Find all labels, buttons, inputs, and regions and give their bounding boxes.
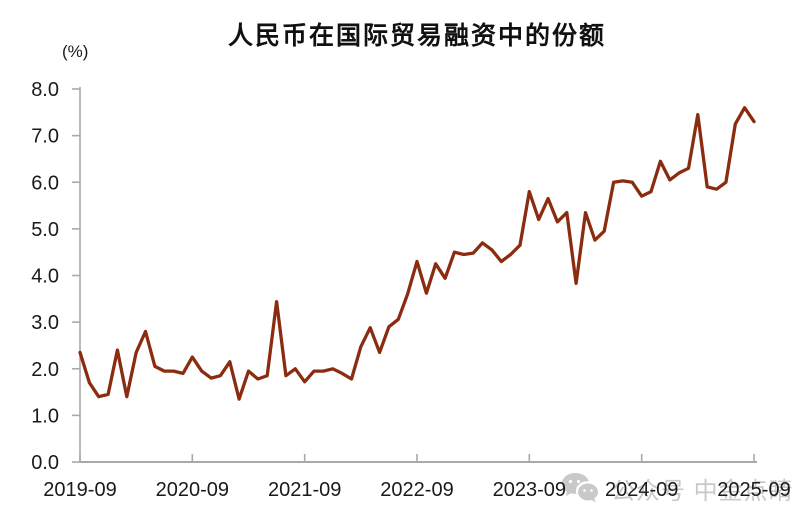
y-axis-tick-label: 2.0 [31, 359, 59, 381]
y-axis-tick-label: 4.0 [31, 266, 59, 288]
chart-title: 人民币在国际贸易融资中的份额 [227, 22, 607, 50]
x-axis-tick-label: 2021-09 [268, 479, 341, 501]
y-axis-tick-label: 5.0 [31, 219, 59, 241]
y-axis-tick-label: 8.0 [31, 79, 59, 101]
y-axis-tick-label: 1.0 [31, 405, 59, 427]
y-axis-unit-label: (%) [62, 42, 89, 61]
y-axis-tick-label: 7.0 [31, 126, 59, 148]
y-axis-tick-label: 6.0 [31, 172, 59, 194]
wechat-icon [562, 473, 598, 503]
x-axis-tick-label: 2022-09 [380, 479, 453, 501]
y-axis-tick-label: 3.0 [31, 312, 59, 334]
x-axis-tick-label: 2023-09 [493, 479, 566, 501]
rmb-trade-finance-share-line [78, 106, 756, 401]
watermark: 公众号 中金点睛 [561, 471, 794, 506]
x-axis-tick-label: 2019-09 [43, 479, 116, 501]
y-axis-tick-label: 0.0 [31, 452, 59, 474]
x-axis-tick-label: 2020-09 [156, 479, 229, 501]
watermark-text: 公众号 中金点睛 [611, 478, 794, 505]
